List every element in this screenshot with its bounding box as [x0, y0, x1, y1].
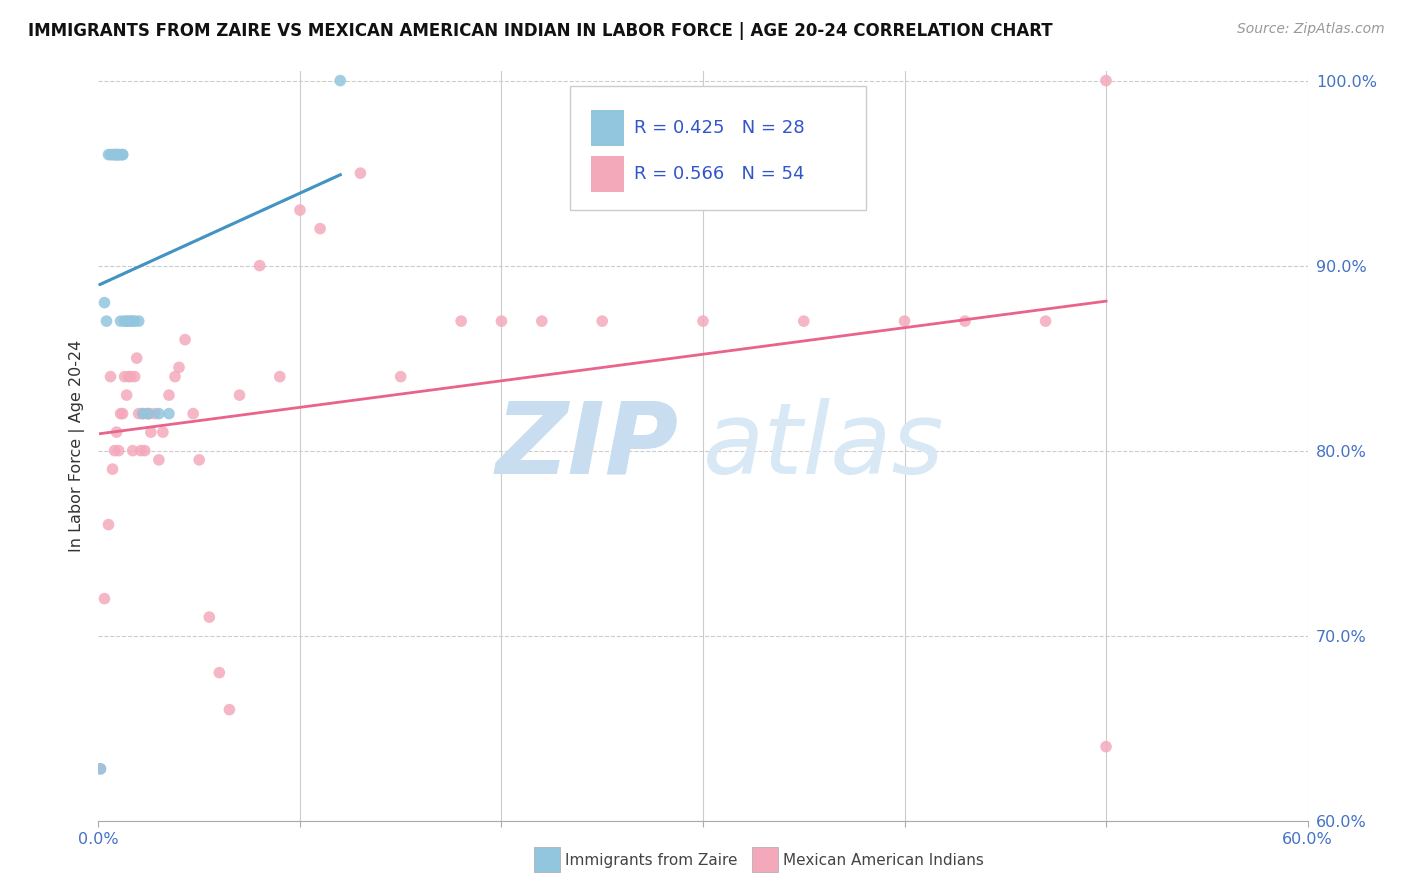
Point	[1035, 314, 1057, 328]
Point	[89, 762, 111, 776]
Point	[105, 425, 128, 439]
Point	[105, 147, 128, 161]
Point	[128, 314, 150, 328]
Point	[103, 443, 125, 458]
Point	[1095, 739, 1118, 754]
Text: atlas: atlas	[703, 398, 945, 494]
Text: R = 0.566   N = 54: R = 0.566 N = 54	[634, 165, 804, 183]
Point	[692, 314, 714, 328]
Point	[100, 369, 122, 384]
Point	[174, 333, 197, 347]
Point	[97, 517, 120, 532]
Point	[953, 314, 976, 328]
Point	[893, 314, 915, 328]
Point	[198, 610, 221, 624]
Point	[107, 147, 129, 161]
Point	[218, 703, 240, 717]
Text: Immigrants from Zaire: Immigrants from Zaire	[565, 853, 738, 868]
Point	[157, 407, 180, 421]
Point	[208, 665, 231, 680]
Bar	[591, 111, 624, 146]
Text: Mexican American Indians: Mexican American Indians	[783, 853, 984, 868]
Point	[152, 425, 174, 439]
Point	[111, 147, 134, 161]
Point	[124, 314, 146, 328]
Point	[118, 314, 141, 328]
Point	[107, 147, 129, 161]
Point	[101, 147, 124, 161]
Point	[132, 407, 155, 421]
Point	[349, 166, 371, 180]
Point	[157, 388, 180, 402]
Point	[100, 147, 122, 161]
Point	[115, 314, 138, 328]
Point	[125, 351, 148, 365]
FancyBboxPatch shape	[569, 87, 866, 210]
Bar	[591, 156, 624, 192]
Point	[103, 147, 125, 161]
Point	[148, 407, 170, 421]
Point	[111, 407, 134, 421]
Text: R = 0.425   N = 28: R = 0.425 N = 28	[634, 120, 804, 137]
Point	[129, 443, 152, 458]
Point	[491, 314, 513, 328]
Point	[793, 314, 815, 328]
Point	[1095, 73, 1118, 87]
Point	[107, 443, 129, 458]
Point	[93, 295, 115, 310]
Point	[228, 388, 250, 402]
Point	[591, 314, 613, 328]
Point	[96, 314, 118, 328]
Point	[132, 407, 155, 421]
Point	[120, 314, 142, 328]
Point	[110, 147, 132, 161]
Point	[105, 147, 128, 161]
Text: Source: ZipAtlas.com: Source: ZipAtlas.com	[1237, 22, 1385, 37]
Point	[309, 221, 332, 235]
Point	[530, 314, 553, 328]
Point	[148, 453, 170, 467]
Point	[163, 369, 186, 384]
Point	[249, 259, 271, 273]
Point	[124, 369, 146, 384]
Point	[114, 369, 136, 384]
Point	[89, 762, 111, 776]
Point	[115, 388, 138, 402]
Point	[103, 147, 125, 161]
Text: IMMIGRANTS FROM ZAIRE VS MEXICAN AMERICAN INDIAN IN LABOR FORCE | AGE 20-24 CORR: IMMIGRANTS FROM ZAIRE VS MEXICAN AMERICA…	[28, 22, 1053, 40]
Text: ZIP: ZIP	[496, 398, 679, 494]
Point	[101, 462, 124, 476]
Point	[118, 369, 141, 384]
Point	[121, 314, 143, 328]
Point	[329, 73, 352, 87]
Point	[167, 360, 190, 375]
Point	[135, 407, 157, 421]
Point	[110, 407, 132, 421]
Point	[97, 147, 120, 161]
Point	[181, 407, 204, 421]
Point	[114, 314, 136, 328]
Point	[138, 407, 160, 421]
Point	[188, 453, 211, 467]
Point	[111, 147, 134, 161]
Point	[121, 443, 143, 458]
Point	[269, 369, 291, 384]
Point	[134, 443, 156, 458]
Point	[93, 591, 115, 606]
Point	[110, 314, 132, 328]
Point	[143, 407, 166, 421]
Point	[288, 203, 311, 218]
Point	[120, 369, 142, 384]
Point	[139, 425, 162, 439]
Point	[128, 407, 150, 421]
Point	[450, 314, 472, 328]
Point	[138, 407, 160, 421]
Point	[389, 369, 412, 384]
Y-axis label: In Labor Force | Age 20-24: In Labor Force | Age 20-24	[69, 340, 86, 552]
